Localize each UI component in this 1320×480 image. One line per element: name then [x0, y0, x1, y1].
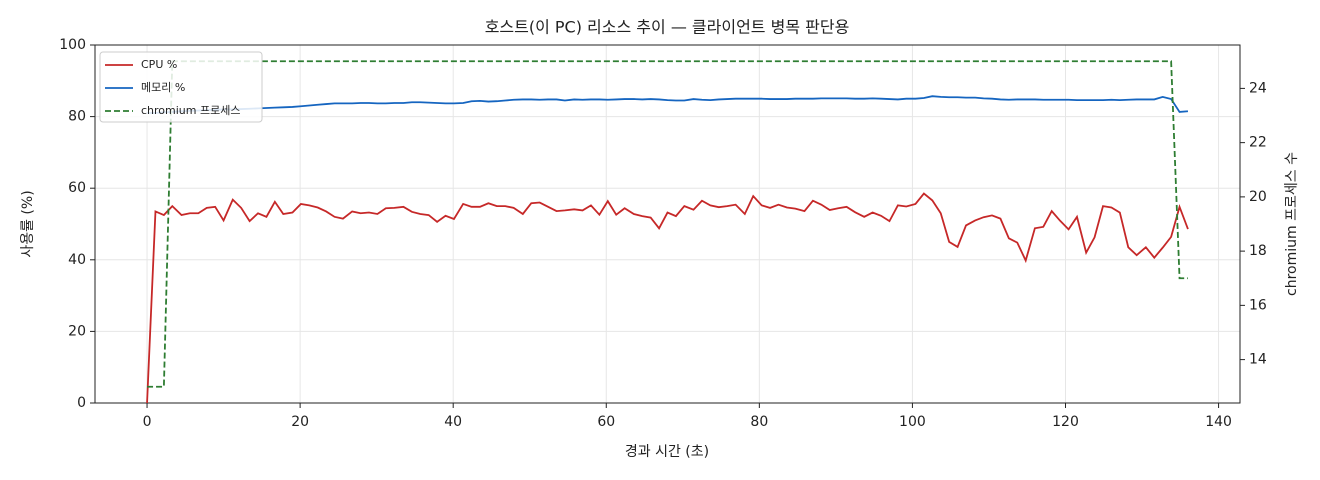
x-tick-label: 120: [1052, 414, 1079, 430]
chart-title: 호스트(이 PC) 리소스 추이 — 클라이언트 병목 판단용: [485, 18, 850, 37]
y-tick-label: 100: [59, 37, 86, 53]
legend-label: 메모리 %: [141, 81, 185, 94]
plot-frame: [94, 44, 1241, 404]
x-axis-label: 경과 시간 (초): [625, 444, 709, 460]
legend-label: CPU %: [141, 58, 177, 71]
x-tick-label: 20: [291, 414, 309, 430]
x-tick-label: 40: [444, 414, 462, 430]
x-tick-label: 60: [597, 414, 615, 430]
x-tick-label: 0: [143, 414, 152, 430]
x-tick-label: 80: [750, 414, 768, 430]
y2-tick-label: 22: [1249, 135, 1267, 151]
x-tick-label: 100: [899, 414, 926, 430]
y-axis-label: 사용률 (%): [20, 190, 36, 257]
x-tick-label: 140: [1205, 414, 1232, 430]
line-series: [147, 95, 1189, 114]
y2-tick-label: 14: [1249, 352, 1267, 368]
line-series: [146, 192, 1189, 404]
y-tick-label: 0: [77, 395, 86, 411]
y-tick-label: 40: [68, 252, 86, 268]
y2-tick-label: 24: [1249, 80, 1267, 96]
line-series: [147, 60, 1188, 388]
legend-label: chromium 프로세스: [141, 104, 240, 117]
y2-axis-label: chromium 프로세스 수: [1284, 152, 1300, 296]
y2-tick-label: 18: [1249, 243, 1267, 259]
y2-tick-label: 20: [1249, 189, 1267, 205]
y2-tick-label: 16: [1249, 297, 1267, 313]
y-tick-label: 20: [68, 323, 86, 339]
legend-frame: [99, 51, 263, 123]
y-tick-label: 60: [68, 180, 86, 196]
y-tick-label: 80: [68, 109, 86, 125]
